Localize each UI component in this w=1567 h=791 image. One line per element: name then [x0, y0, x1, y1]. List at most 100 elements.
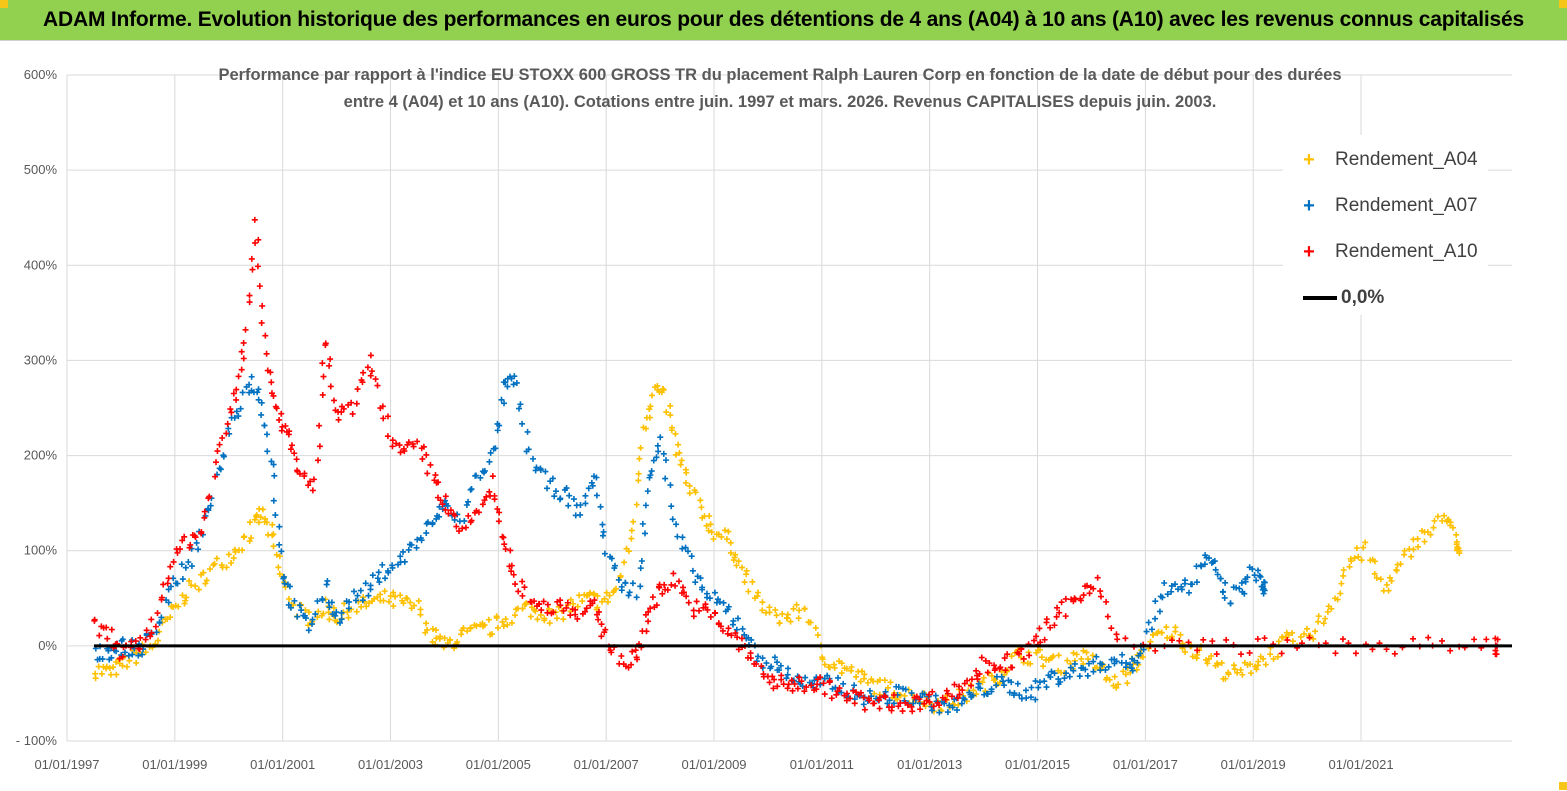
data-point [978, 654, 985, 661]
legend-item-a04: + Rendement_A04 [1283, 145, 1477, 175]
data-point [401, 448, 408, 455]
data-point [263, 519, 270, 526]
data-point [248, 535, 255, 542]
data-point [654, 442, 661, 449]
data-point [577, 511, 584, 518]
data-point [459, 525, 466, 532]
data-point [223, 430, 230, 437]
series-rendement_a07 [92, 373, 1268, 716]
data-point [1051, 622, 1058, 629]
data-point [660, 387, 667, 394]
data-point [642, 425, 649, 432]
data-point [461, 517, 468, 524]
data-point [636, 455, 643, 462]
data-point [1038, 654, 1045, 661]
data-point [165, 599, 172, 606]
data-point [1158, 629, 1165, 636]
data-point [1128, 665, 1135, 672]
data-point [211, 560, 218, 567]
data-point [183, 594, 190, 601]
data-point [890, 692, 897, 699]
data-point [305, 482, 312, 489]
data-point [91, 616, 98, 623]
data-point [884, 700, 891, 707]
data-point [432, 472, 439, 479]
legend-item-zero: 0,0% [1283, 283, 1384, 313]
data-point [699, 584, 706, 591]
x-tick-label: 01/01/2021 [1328, 757, 1393, 772]
data-point [1262, 661, 1269, 668]
data-point [732, 630, 739, 637]
data-point [653, 602, 660, 609]
data-point [126, 657, 133, 664]
x-tick-label: 01/01/2017 [1113, 757, 1178, 772]
y-tick-label: 400% [24, 257, 58, 272]
data-point [187, 541, 194, 548]
data-point [305, 627, 312, 634]
data-point [582, 492, 589, 499]
data-point [414, 438, 421, 445]
data-point [345, 605, 352, 612]
data-point [998, 673, 1005, 680]
data-point [220, 452, 227, 459]
data-point [296, 602, 303, 609]
data-point [646, 406, 653, 413]
data-point [307, 478, 314, 485]
data-point [895, 684, 902, 691]
data-point [1391, 650, 1398, 657]
data-point [368, 368, 375, 375]
data-point [853, 673, 860, 680]
data-point [617, 572, 624, 579]
data-point [550, 609, 557, 616]
data-point [690, 613, 697, 620]
data-point [255, 519, 262, 526]
data-point [801, 688, 808, 695]
data-point [660, 450, 667, 457]
data-point [860, 701, 867, 708]
data-point [741, 631, 748, 638]
data-point [1322, 615, 1329, 622]
data-point [523, 600, 530, 607]
data-point [481, 467, 488, 474]
data-point [601, 595, 608, 602]
data-point [239, 547, 246, 554]
data-point [672, 430, 679, 437]
data-point [186, 577, 193, 584]
data-point [796, 674, 803, 681]
data-point [1289, 638, 1296, 645]
data-point [908, 690, 915, 697]
data-point [1103, 598, 1110, 605]
data-point [647, 403, 654, 410]
plus-marker-icon: + [1303, 240, 1315, 263]
data-point [278, 427, 285, 434]
data-point [667, 482, 674, 489]
data-point [1093, 653, 1100, 660]
data-point [446, 637, 453, 644]
data-point [1247, 661, 1254, 668]
data-point [1410, 635, 1417, 642]
data-point [682, 479, 689, 486]
data-point [1260, 585, 1267, 592]
data-point [944, 709, 951, 716]
data-point [1377, 576, 1384, 583]
data-point [508, 562, 515, 569]
data-point [1002, 667, 1009, 674]
data-point [960, 695, 967, 702]
data-point [485, 616, 492, 623]
data-point [1055, 652, 1062, 659]
data-point [635, 470, 642, 477]
data-point [362, 580, 369, 587]
data-point [650, 457, 657, 464]
data-point [808, 682, 815, 689]
data-point [692, 579, 699, 586]
data-point [379, 403, 386, 410]
data-point [1301, 630, 1308, 637]
data-point [384, 433, 391, 440]
data-point [1324, 608, 1331, 615]
data-point [1156, 608, 1163, 615]
data-point [1168, 588, 1175, 595]
data-point [270, 461, 277, 468]
data-point [821, 691, 828, 698]
data-point [1062, 595, 1069, 602]
data-point [843, 690, 850, 697]
